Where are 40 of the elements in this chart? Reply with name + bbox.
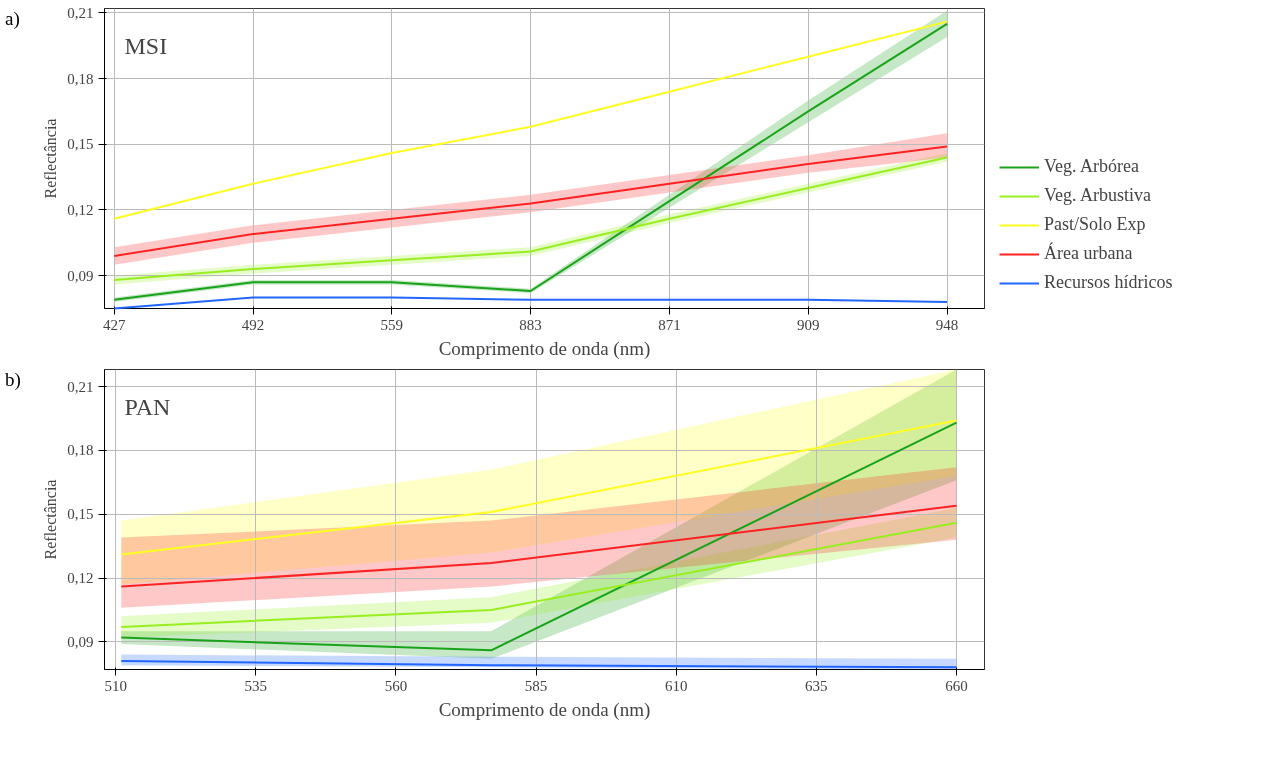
y-tick-label: 0,09 <box>67 633 94 650</box>
x-tick-label: 492 <box>241 316 265 333</box>
x-tick-label: 510 <box>104 677 127 694</box>
x-tick-label: 871 <box>658 316 681 333</box>
y-tick-label: 0,21 <box>67 378 94 395</box>
line-series <box>113 145 949 257</box>
x-axis-title: Comprimento de onda (nm) <box>438 698 651 721</box>
text: PAN <box>124 393 171 420</box>
x-tick-label: 948 <box>935 316 959 333</box>
x-tick-label: 535 <box>244 677 268 694</box>
y-tick-label: 0,15 <box>67 506 94 523</box>
x-tick-label: 909 <box>796 316 820 333</box>
text: b) <box>5 368 21 392</box>
line-series <box>113 296 949 310</box>
text: a) <box>5 7 20 31</box>
y-tick-label: 0,09 <box>67 267 94 284</box>
legend-label: Past/Solo Exp <box>1044 214 1146 235</box>
line-series <box>113 20 949 220</box>
text: MSI <box>124 32 168 59</box>
legend-label: Veg. Arbórea <box>1044 156 1139 177</box>
y-tick-label: 0,21 <box>67 4 94 21</box>
y-axis-title: Reflectância <box>42 479 60 560</box>
x-tick-label: 559 <box>380 316 404 333</box>
x-tick-label: 660 <box>945 677 968 694</box>
y-tick-label: 0,15 <box>67 136 94 153</box>
y-tick-label: 0,18 <box>67 70 94 87</box>
x-tick-label: 585 <box>524 677 548 694</box>
legend-label: Área urbana <box>1044 243 1133 264</box>
legend-label: Recursos hídricos <box>1044 272 1173 293</box>
x-tick-label: 427 <box>102 316 126 333</box>
y-tick-label: 0,12 <box>67 570 94 587</box>
x-axis-title: Comprimento de onda (nm) <box>438 337 651 360</box>
y-tick-label: 0,18 <box>67 442 94 459</box>
y-axis-title: Reflectância <box>42 118 60 199</box>
legend-label: Veg. Arbustiva <box>1044 185 1151 206</box>
x-tick-label: 610 <box>664 677 688 694</box>
x-tick-label: 635 <box>805 677 828 694</box>
x-tick-label: 560 <box>384 677 408 694</box>
y-tick-label: 0,12 <box>67 201 94 218</box>
x-tick-label: 883 <box>519 316 542 333</box>
